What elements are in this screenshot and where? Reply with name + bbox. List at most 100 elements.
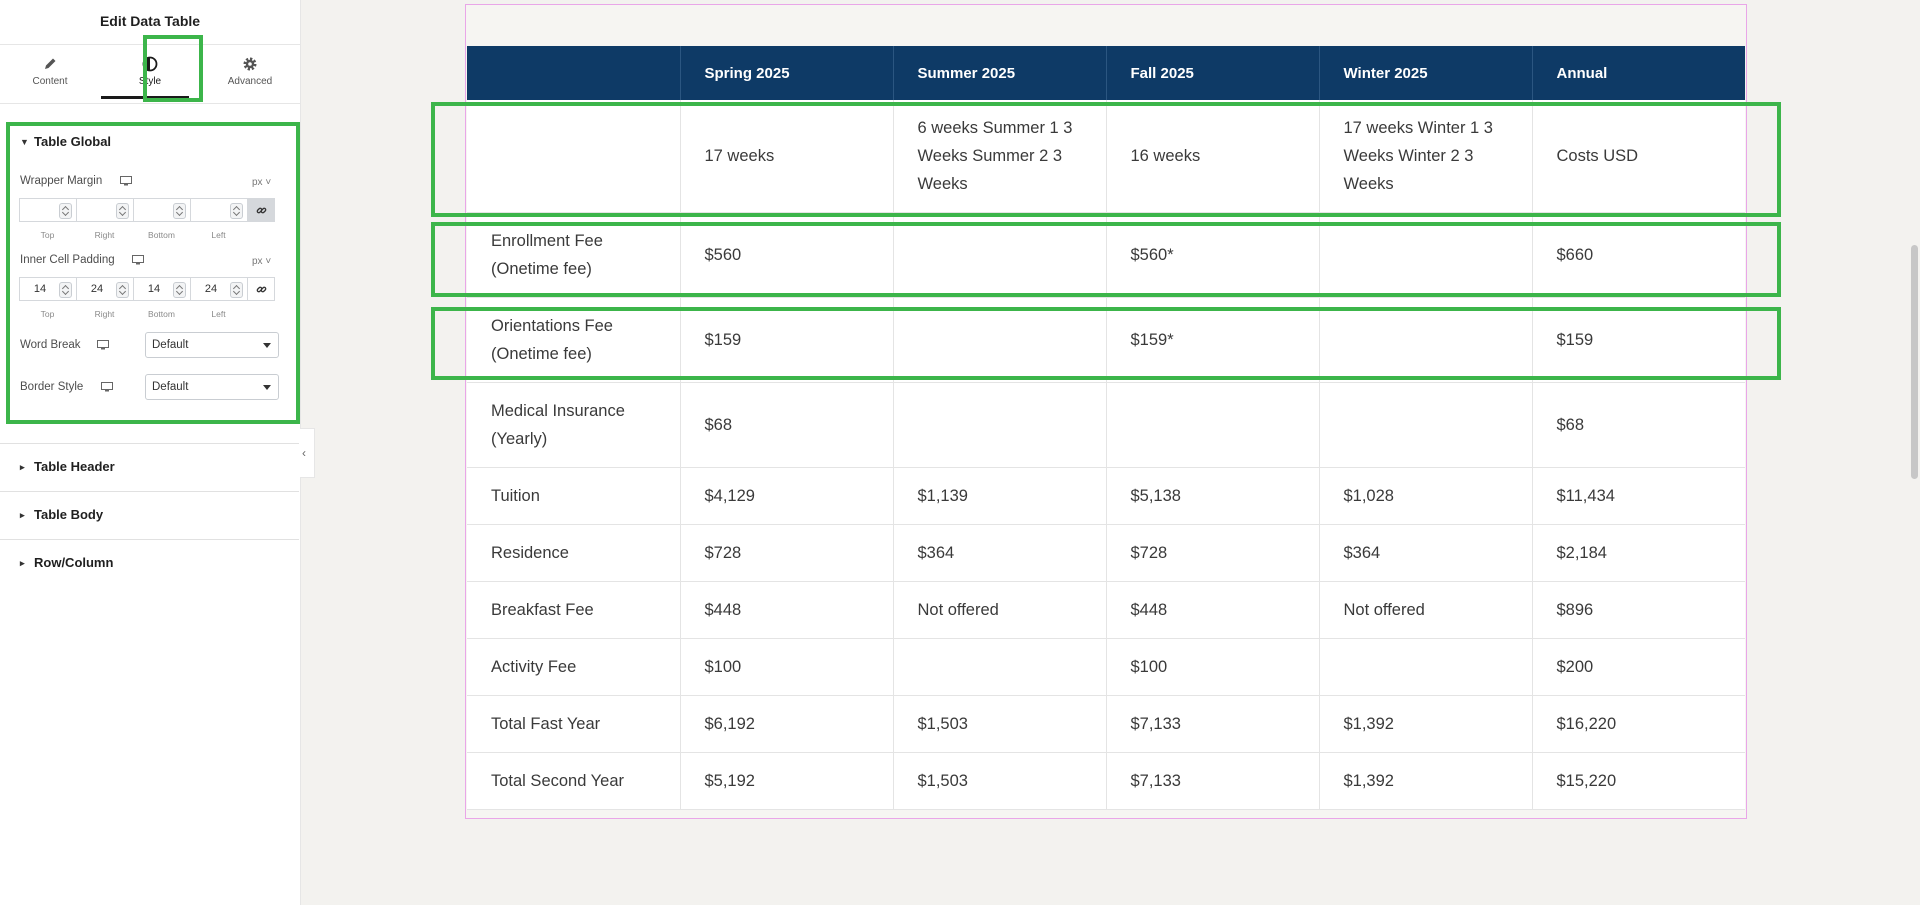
padding-top-input[interactable] xyxy=(20,278,60,300)
table-row: Enrollment Fee (Onetime fee) $560 $560* $66… xyxy=(467,212,1745,298)
padding-bottom-input[interactable] xyxy=(134,278,174,300)
table-cell: $15,220 xyxy=(1532,752,1745,810)
table-row: Breakfast Fee $448 Not offered $448 Not offe… xyxy=(467,581,1745,639)
margin-top-field[interactable] xyxy=(19,198,76,222)
table-cell: $560* xyxy=(1106,212,1320,298)
table-cell: $728 xyxy=(1106,524,1320,582)
unit-label: px xyxy=(252,256,263,267)
section-table-global-toggle[interactable]: ▼ Table Global xyxy=(0,119,299,165)
table-cell xyxy=(1319,382,1533,468)
stepper-icon[interactable] xyxy=(230,282,243,298)
header-cell: Winter 2025 xyxy=(1319,46,1533,100)
table-cell: $6,192 xyxy=(680,695,894,753)
table-cell: $1,503 xyxy=(893,752,1107,810)
row-label-cell: Total Fast Year xyxy=(467,695,681,753)
section-title: Table Global xyxy=(34,134,112,149)
padding-left-field[interactable] xyxy=(190,277,247,301)
link-values-button[interactable] xyxy=(247,277,275,301)
stepper-icon[interactable] xyxy=(173,203,186,219)
header-cell: Annual xyxy=(1532,46,1745,100)
tab-advanced[interactable]: Advanced xyxy=(200,45,300,103)
padding-right-input[interactable] xyxy=(77,278,117,300)
padding-left-input[interactable] xyxy=(191,278,231,300)
border-style-label: Border Style xyxy=(20,381,84,393)
table-body: 17 weeks 6 weeks Summer 1 3 Weeks Summer … xyxy=(467,100,1745,810)
table-cell: $200 xyxy=(1532,638,1745,696)
link-values-button[interactable] xyxy=(247,198,275,222)
row-label-cell: Total Second Year xyxy=(467,752,681,810)
caption: Left xyxy=(211,230,226,240)
padding-bottom-field[interactable] xyxy=(133,277,190,301)
stepper-icon[interactable] xyxy=(59,203,72,219)
dropdown-arrow-icon xyxy=(263,385,271,390)
table-cell xyxy=(893,638,1107,696)
row-label-cell: Tuition xyxy=(467,467,681,525)
padding-top-field[interactable] xyxy=(19,277,76,301)
panel-tabs: Content Style Advanced xyxy=(0,45,300,104)
table-cell xyxy=(1106,382,1320,468)
table-cell: $68 xyxy=(1532,382,1745,468)
link-icon xyxy=(256,207,266,213)
header-cell: Fall 2025 xyxy=(1106,46,1320,100)
stepper-icon[interactable] xyxy=(116,203,129,219)
table-cell: $896 xyxy=(1532,581,1745,639)
section-table-header-toggle[interactable]: ▸ Table Header xyxy=(0,443,299,490)
word-break-select[interactable]: Default xyxy=(145,332,279,358)
margin-left-input[interactable] xyxy=(191,199,231,221)
row-label-cell: Enrollment Fee (Onetime fee) xyxy=(467,212,681,298)
table-cell: $16,220 xyxy=(1532,695,1745,753)
table-cell: $660 xyxy=(1532,212,1745,298)
desktop-icon[interactable] xyxy=(120,176,132,186)
stepper-icon[interactable] xyxy=(173,282,186,298)
table-cell: $159* xyxy=(1106,297,1320,383)
tab-style-label: Style xyxy=(138,76,162,87)
inner-cell-padding-inputs xyxy=(19,277,279,303)
table-cell: $11,434 xyxy=(1532,467,1745,525)
desktop-icon[interactable] xyxy=(132,255,144,265)
caret-right-icon: ▸ xyxy=(20,558,25,568)
section-title: Table Header xyxy=(34,459,115,474)
margin-right-input[interactable] xyxy=(77,199,117,221)
row-label-cell: Breakfast Fee xyxy=(467,581,681,639)
margin-bottom-field[interactable] xyxy=(133,198,190,222)
section-row-column-toggle[interactable]: ▸ Row/Column xyxy=(0,539,299,586)
table-cell: $448 xyxy=(1106,581,1320,639)
table-cell: $448 xyxy=(680,581,894,639)
pencil-icon xyxy=(45,58,56,69)
desktop-icon[interactable] xyxy=(97,340,109,350)
tab-content[interactable]: Content xyxy=(0,45,100,103)
tab-advanced-label: Advanced xyxy=(227,76,273,87)
panel-title: Edit Data Table xyxy=(0,0,300,45)
collapse-panel-button[interactable]: ‹ xyxy=(300,428,315,478)
tab-style[interactable]: Style xyxy=(100,45,200,103)
section-table-body-toggle[interactable]: ▸ Table Body xyxy=(0,491,299,538)
table-cell: $159 xyxy=(680,297,894,383)
stepper-icon[interactable] xyxy=(59,282,72,298)
wrapper-margin-inputs xyxy=(19,198,279,224)
margin-bottom-input[interactable] xyxy=(134,199,174,221)
table-cell: $100 xyxy=(680,638,894,696)
table-cell: 6 weeks Summer 1 3 Weeks Summer 2 3 Week… xyxy=(893,100,1107,213)
border-style-value: Default xyxy=(152,381,189,393)
desktop-icon[interactable] xyxy=(101,382,113,392)
margin-top-input[interactable] xyxy=(20,199,60,221)
border-style-select[interactable]: Default xyxy=(145,374,279,400)
chevron-left-icon: ‹ xyxy=(302,446,306,460)
margin-captions: Top Right Bottom Left xyxy=(19,230,279,240)
padding-right-field[interactable] xyxy=(76,277,133,301)
page-scrollbar[interactable] xyxy=(1911,245,1918,479)
table-row: Medical Insurance (Yearly) $68 $68 xyxy=(467,382,1745,468)
stepper-icon[interactable] xyxy=(230,203,243,219)
table-header: Spring 2025 Summer 2025 Fall 2025 Winter… xyxy=(467,46,1745,100)
header-cell: Spring 2025 xyxy=(680,46,894,100)
section-title: Row/Column xyxy=(34,555,114,570)
caption: Left xyxy=(211,309,226,319)
table-cell: $2,184 xyxy=(1532,524,1745,582)
table-cell: $7,133 xyxy=(1106,752,1320,810)
margin-left-field[interactable] xyxy=(190,198,247,222)
stepper-icon[interactable] xyxy=(116,282,129,298)
data-table: Spring 2025 Summer 2025 Fall 2025 Winter… xyxy=(467,46,1745,810)
unit-selector[interactable]: px ˅ xyxy=(252,177,272,188)
unit-selector[interactable]: px ˅ xyxy=(252,256,272,267)
margin-right-field[interactable] xyxy=(76,198,133,222)
